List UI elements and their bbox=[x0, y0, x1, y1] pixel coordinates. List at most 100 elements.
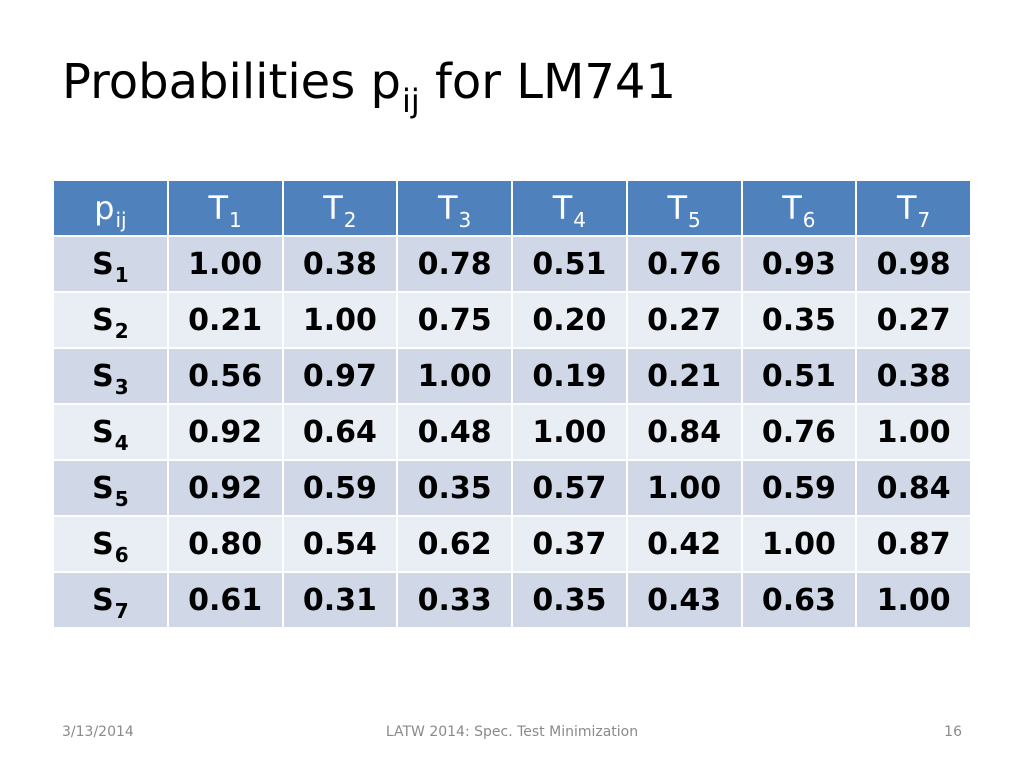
table-cell: 1.00 bbox=[396, 347, 513, 405]
slide-title: Probabilities pij for LM741 bbox=[62, 50, 677, 120]
row-header-base: S bbox=[92, 358, 114, 394]
table-cell: 0.27 bbox=[855, 291, 972, 349]
column-header-t1: T1 bbox=[166, 179, 284, 237]
table-cell: 0.51 bbox=[740, 347, 858, 405]
row-header-s6: S6 bbox=[52, 515, 169, 573]
table-cell: 0.78 bbox=[396, 235, 513, 293]
table-cell: 0.56 bbox=[166, 347, 284, 405]
row-header-sub: 1 bbox=[114, 262, 129, 287]
table-cell: 1.00 bbox=[281, 291, 399, 349]
column-header-base: T bbox=[782, 189, 802, 227]
table-cell: 1.00 bbox=[166, 235, 284, 293]
column-header-base: T bbox=[552, 189, 573, 227]
table-cell: 0.97 bbox=[281, 347, 399, 405]
table-row: S3 0.56 0.97 1.00 0.19 0.21 0.51 0.38 bbox=[52, 347, 972, 405]
corner-header-base: p bbox=[94, 189, 115, 227]
footer-date: 3/13/2014 bbox=[62, 724, 134, 740]
row-header-s3: S3 bbox=[52, 347, 169, 405]
title-prefix: Probabilities p bbox=[62, 54, 401, 110]
table-cell: 0.42 bbox=[625, 515, 743, 573]
table-cell: 0.63 bbox=[740, 571, 858, 629]
row-header-sub: 2 bbox=[114, 318, 129, 343]
table-cell: 1.00 bbox=[625, 459, 743, 517]
table-cell: 0.35 bbox=[396, 459, 513, 517]
table-cell: 0.92 bbox=[166, 403, 284, 461]
table-cell: 0.75 bbox=[396, 291, 513, 349]
table-cell: 0.57 bbox=[511, 459, 628, 517]
table-row: S1 1.00 0.38 0.78 0.51 0.76 0.93 0.98 bbox=[52, 235, 972, 293]
table-cell: 0.98 bbox=[855, 235, 972, 293]
column-header-sub: 1 bbox=[229, 208, 242, 232]
probability-table: pij T1 T2 T3 T4 T5 T6 T7 S1 1.00 0.38 0.… bbox=[52, 179, 972, 629]
table-cell: 0.80 bbox=[166, 515, 284, 573]
column-header-sub: 6 bbox=[802, 208, 816, 232]
table-cell: 0.38 bbox=[281, 235, 399, 293]
corner-header: pij bbox=[52, 179, 169, 237]
column-header-t2: T2 bbox=[281, 179, 399, 237]
table-cell: 0.84 bbox=[625, 403, 743, 461]
row-header-sub: 5 bbox=[114, 486, 129, 511]
column-header-t7: T7 bbox=[855, 179, 972, 237]
table-cell: 0.51 bbox=[511, 235, 628, 293]
table-cell: 0.27 bbox=[625, 291, 743, 349]
table-row: S6 0.80 0.54 0.62 0.37 0.42 1.00 0.87 bbox=[52, 515, 972, 573]
column-header-base: T bbox=[323, 189, 343, 227]
table-cell: 1.00 bbox=[740, 515, 858, 573]
row-header-base: S bbox=[92, 582, 114, 618]
table-cell: 0.76 bbox=[740, 403, 858, 461]
table-cell: 0.64 bbox=[281, 403, 399, 461]
row-header-s5: S5 bbox=[52, 459, 169, 517]
row-header-sub: 3 bbox=[114, 374, 129, 399]
column-header-sub: 7 bbox=[917, 208, 931, 232]
row-header-sub: 6 bbox=[114, 542, 129, 567]
title-subscript: ij bbox=[401, 82, 420, 120]
table-cell: 0.84 bbox=[855, 459, 972, 517]
column-header-base: T bbox=[896, 189, 917, 227]
row-header-s7: S7 bbox=[52, 571, 169, 629]
table-cell: 0.62 bbox=[396, 515, 513, 573]
row-header-base: S bbox=[92, 414, 114, 450]
table-cell: 0.61 bbox=[166, 571, 284, 629]
table-cell: 0.33 bbox=[396, 571, 513, 629]
table-row: S7 0.61 0.31 0.33 0.35 0.43 0.63 1.00 bbox=[52, 571, 972, 629]
row-header-s2: S2 bbox=[52, 291, 169, 349]
table-cell: 1.00 bbox=[511, 403, 628, 461]
table-cell: 0.35 bbox=[511, 571, 628, 629]
row-header-base: S bbox=[92, 470, 114, 506]
table-cell: 0.35 bbox=[740, 291, 858, 349]
table-cell: 0.93 bbox=[740, 235, 858, 293]
title-suffix: for LM741 bbox=[419, 54, 677, 110]
row-header-s1: S1 bbox=[52, 235, 169, 293]
table-cell: 0.20 bbox=[511, 291, 628, 349]
row-header-sub: 7 bbox=[114, 598, 129, 623]
column-header-sub: 4 bbox=[573, 208, 587, 232]
row-header-base: S bbox=[92, 246, 114, 282]
table-cell: 0.43 bbox=[625, 571, 743, 629]
column-header-base: T bbox=[208, 189, 229, 227]
table-cell: 0.19 bbox=[511, 347, 628, 405]
footer-page-number: 16 bbox=[944, 724, 962, 740]
column-header-sub: 3 bbox=[458, 208, 472, 232]
table-cell: 0.48 bbox=[396, 403, 513, 461]
column-header-t3: T3 bbox=[396, 179, 513, 237]
row-header-base: S bbox=[92, 526, 114, 562]
table-cell: 0.31 bbox=[281, 571, 399, 629]
table-cell: 0.54 bbox=[281, 515, 399, 573]
table-header-row: pij T1 T2 T3 T4 T5 T6 T7 bbox=[52, 179, 972, 237]
table-cell: 0.87 bbox=[855, 515, 972, 573]
table-cell: 0.59 bbox=[281, 459, 399, 517]
probability-table-container: pij T1 T2 T3 T4 T5 T6 T7 S1 1.00 0.38 0.… bbox=[52, 179, 972, 629]
column-header-base: T bbox=[437, 189, 458, 227]
table-cell: 0.76 bbox=[625, 235, 743, 293]
table-cell: 0.21 bbox=[625, 347, 743, 405]
row-header-sub: 4 bbox=[114, 430, 129, 455]
column-header-sub: 2 bbox=[343, 208, 357, 232]
table-cell: 0.38 bbox=[855, 347, 972, 405]
table-cell: 1.00 bbox=[855, 571, 972, 629]
column-header-t5: T5 bbox=[625, 179, 743, 237]
table-cell: 1.00 bbox=[855, 403, 972, 461]
row-header-base: S bbox=[92, 302, 114, 338]
table-cell: 0.21 bbox=[166, 291, 284, 349]
table-row: S4 0.92 0.64 0.48 1.00 0.84 0.76 1.00 bbox=[52, 403, 972, 461]
row-header-s4: S4 bbox=[52, 403, 169, 461]
